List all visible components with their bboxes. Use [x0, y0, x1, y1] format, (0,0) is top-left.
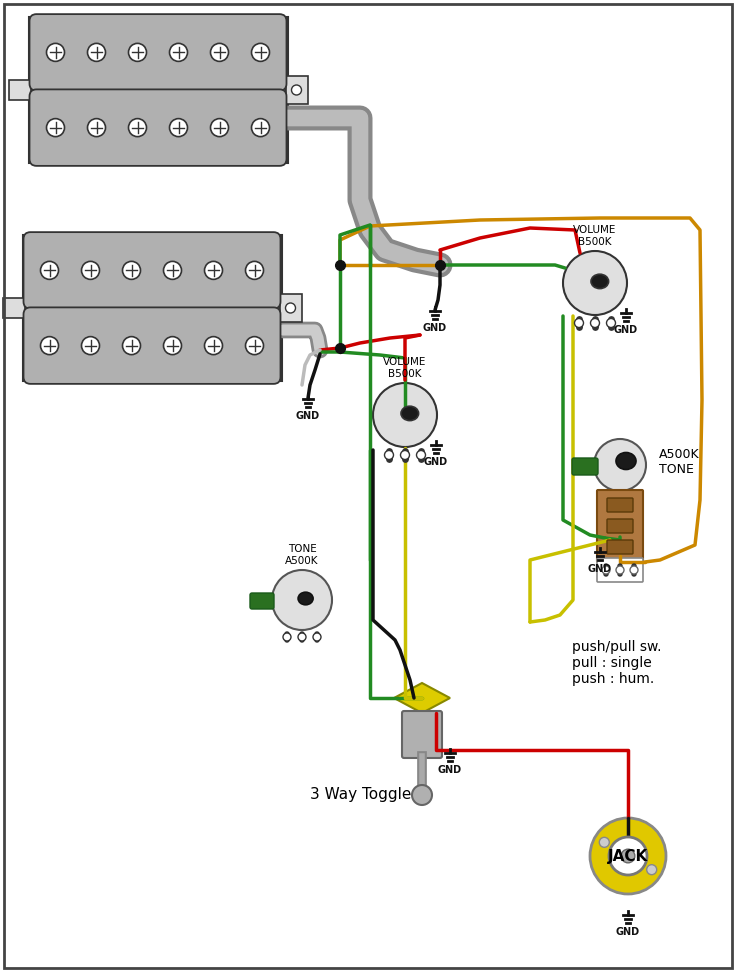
Circle shape: [590, 818, 666, 894]
FancyBboxPatch shape: [280, 294, 302, 322]
Text: A500K
TONE: A500K TONE: [659, 448, 700, 476]
Ellipse shape: [298, 592, 313, 605]
Circle shape: [129, 119, 146, 137]
Circle shape: [122, 261, 141, 279]
Text: GND: GND: [614, 326, 638, 335]
Circle shape: [594, 439, 646, 491]
Circle shape: [40, 261, 58, 279]
Circle shape: [169, 119, 188, 137]
Circle shape: [246, 261, 263, 279]
Circle shape: [272, 570, 332, 630]
Circle shape: [373, 383, 437, 447]
Circle shape: [384, 450, 394, 460]
Circle shape: [606, 319, 615, 328]
FancyBboxPatch shape: [607, 540, 633, 554]
Ellipse shape: [616, 453, 636, 469]
FancyBboxPatch shape: [250, 593, 274, 609]
Text: GND: GND: [424, 457, 448, 468]
FancyBboxPatch shape: [572, 458, 598, 475]
FancyBboxPatch shape: [286, 76, 308, 104]
Ellipse shape: [401, 406, 419, 421]
Text: VOLUME
B500K: VOLUME B500K: [383, 358, 427, 379]
Circle shape: [252, 119, 269, 137]
Circle shape: [630, 566, 638, 574]
FancyBboxPatch shape: [24, 232, 280, 309]
Circle shape: [563, 251, 627, 315]
Circle shape: [286, 303, 295, 313]
Circle shape: [88, 119, 105, 137]
Circle shape: [163, 261, 182, 279]
Circle shape: [283, 633, 291, 641]
Circle shape: [163, 336, 182, 355]
FancyBboxPatch shape: [23, 235, 281, 381]
Text: GND: GND: [616, 927, 640, 937]
Text: GND: GND: [296, 411, 320, 421]
Circle shape: [210, 44, 228, 61]
Circle shape: [205, 336, 222, 355]
Circle shape: [412, 785, 432, 805]
Circle shape: [602, 566, 610, 574]
Circle shape: [46, 119, 65, 137]
Polygon shape: [394, 683, 450, 713]
Circle shape: [82, 261, 99, 279]
Circle shape: [575, 319, 584, 328]
Bar: [24, 237, 280, 379]
Circle shape: [88, 44, 105, 61]
Text: GND: GND: [588, 564, 612, 574]
Circle shape: [129, 44, 146, 61]
FancyBboxPatch shape: [9, 80, 30, 100]
Circle shape: [647, 865, 657, 875]
FancyBboxPatch shape: [29, 89, 286, 166]
Circle shape: [291, 85, 302, 95]
Circle shape: [616, 566, 624, 574]
Circle shape: [599, 837, 609, 848]
FancyBboxPatch shape: [29, 15, 286, 90]
Circle shape: [210, 119, 228, 137]
Circle shape: [313, 633, 321, 641]
Circle shape: [205, 261, 222, 279]
FancyBboxPatch shape: [607, 498, 633, 512]
Circle shape: [400, 450, 409, 460]
Circle shape: [609, 837, 647, 875]
FancyBboxPatch shape: [402, 711, 442, 758]
FancyBboxPatch shape: [29, 17, 288, 163]
Circle shape: [82, 336, 99, 355]
Text: VOLUME
B500K: VOLUME B500K: [573, 226, 617, 247]
FancyBboxPatch shape: [2, 298, 24, 318]
Circle shape: [298, 633, 306, 641]
Circle shape: [621, 850, 635, 863]
Text: GND: GND: [438, 765, 462, 776]
Text: push/pull sw.
pull : single
push : hum.: push/pull sw. pull : single push : hum.: [572, 640, 662, 686]
Ellipse shape: [591, 274, 609, 289]
Circle shape: [169, 44, 188, 61]
Circle shape: [246, 336, 263, 355]
Text: GND: GND: [423, 324, 447, 333]
Circle shape: [417, 450, 425, 460]
FancyBboxPatch shape: [607, 519, 633, 533]
Circle shape: [40, 336, 58, 355]
Text: JACK: JACK: [608, 849, 648, 863]
FancyBboxPatch shape: [597, 558, 643, 582]
Text: TONE
A500K: TONE A500K: [286, 544, 319, 566]
FancyBboxPatch shape: [597, 490, 643, 562]
Text: 3 Way Toggle: 3 Way Toggle: [310, 787, 411, 803]
Circle shape: [46, 44, 65, 61]
Circle shape: [122, 336, 141, 355]
FancyBboxPatch shape: [24, 307, 280, 384]
Circle shape: [252, 44, 269, 61]
Circle shape: [590, 319, 600, 328]
Bar: [30, 19, 286, 161]
